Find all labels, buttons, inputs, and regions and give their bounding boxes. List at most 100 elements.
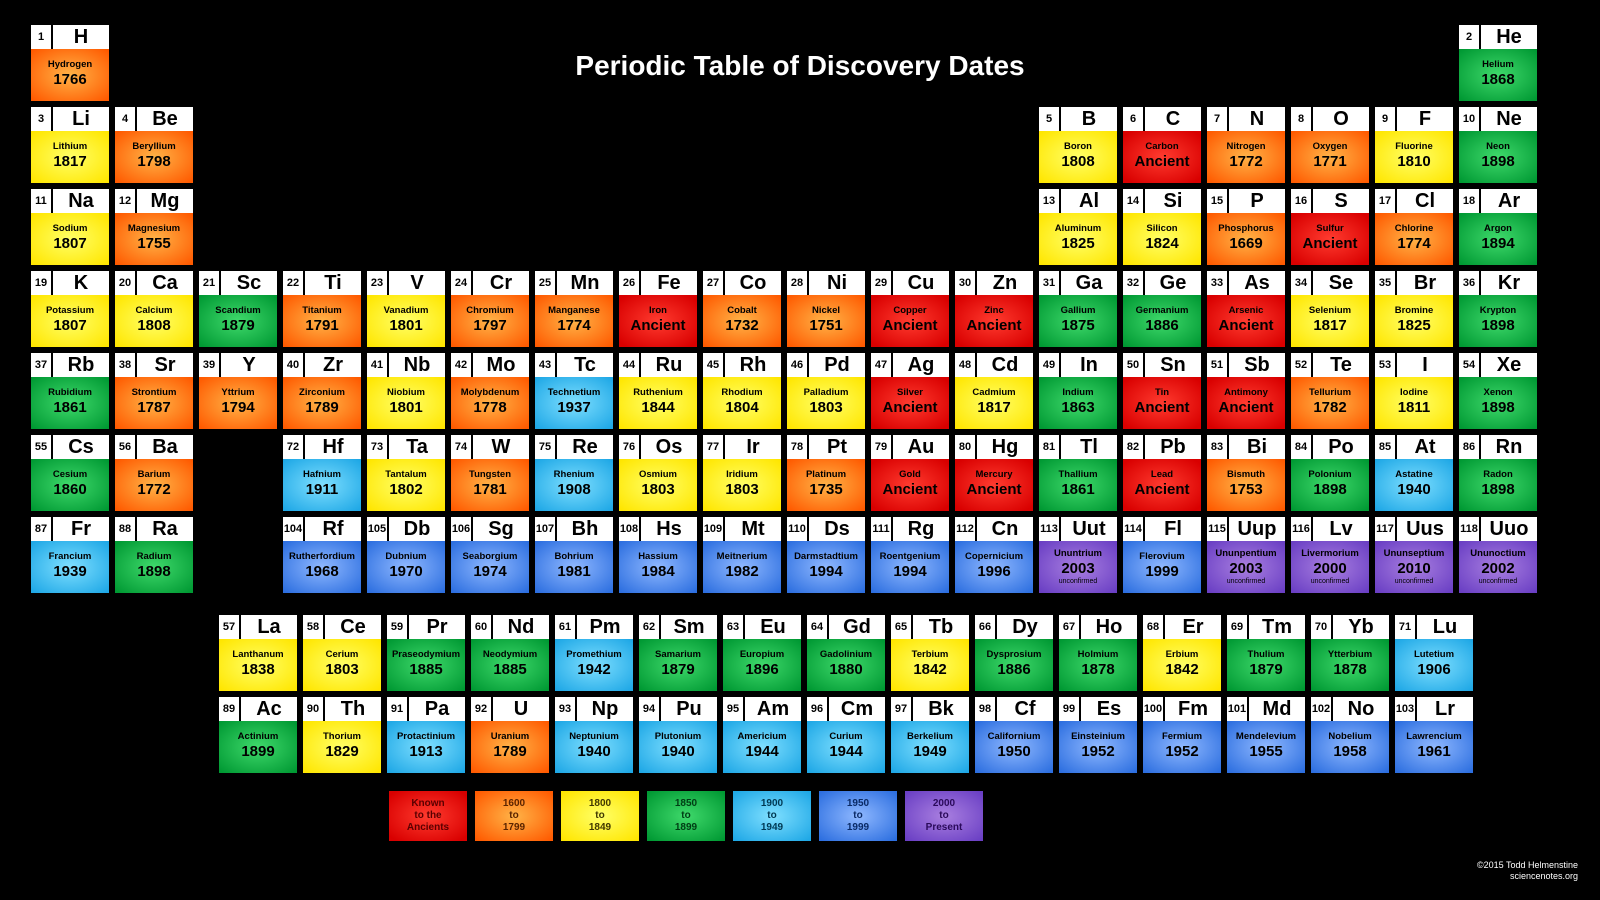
element-symbol: H [53,25,109,49]
element-header: 86Rn [1459,435,1537,459]
element-name: Seaborgium [463,552,518,562]
element-cell: 74WTungsten1781 [450,434,530,512]
element-cell: 84PoPolonium1898 [1290,434,1370,512]
element-name: Germanium [1136,306,1189,316]
element-cell: 105DbDubnium1970 [366,516,446,594]
element-body: Silicon1824 [1123,213,1201,265]
element-cell: 1HHydrogen1766 [30,24,110,102]
element-cell: 112CnCopernicium1996 [954,516,1034,594]
element-name: Samarium [655,650,701,660]
element-header: 79Au [871,435,949,459]
element-name: Ununtrium [1054,549,1102,559]
element-header: 4Be [115,107,193,131]
element-year: 1940 [577,742,610,762]
element-body: Ununoctium2002unconfirmed [1459,541,1537,593]
element-note: unconfirmed [1395,578,1434,585]
atomic-number: 68 [1143,615,1165,639]
element-cell: 25MnManganese1774 [534,270,614,348]
element-year: 1778 [473,398,506,418]
element-header: 22Ti [283,271,361,295]
element-header: 38Sr [115,353,193,377]
element-body: Europium1896 [723,639,801,691]
element-header: 115Uup [1207,517,1285,541]
element-cell: 39YYttrium1794 [198,352,278,430]
element-header: 113Uut [1039,517,1117,541]
element-name: Niobium [387,388,425,398]
element-name: Silver [897,388,923,398]
element-cell: 36KrKrypton1898 [1458,270,1538,348]
element-year: 1984 [641,562,674,582]
element-header: 56Ba [115,435,193,459]
element-body: Germanium1886 [1123,295,1201,347]
element-year: 1898 [1313,480,1346,500]
element-body: Ununtrium2003unconfirmed [1039,541,1117,593]
atomic-number: 80 [955,435,977,459]
element-cell: 86RnRadon1898 [1458,434,1538,512]
element-year: 1803 [809,398,842,418]
element-symbol: Br [1397,271,1453,295]
element-name: Palladium [804,388,849,398]
element-year: 2010 [1397,559,1430,579]
periodic-table-fblock: 57LaLanthanum183858CeCerium180359PrPrase… [218,614,1474,774]
element-header: 98Cf [975,697,1053,721]
element-symbol: Y [221,353,277,377]
element-header: 58Ce [303,615,381,639]
element-header: 31Ga [1039,271,1117,295]
element-cell: 81TlThallium1861 [1038,434,1118,512]
element-symbol: Pa [409,697,465,721]
element-body: Hydrogen1766 [31,49,109,101]
element-symbol: Sb [1229,353,1285,377]
atomic-number: 66 [975,615,997,639]
element-header: 11Na [31,189,109,213]
element-body: Dubnium1970 [367,541,445,593]
element-year: Ancient [1218,316,1273,336]
element-name: Gallium [1061,306,1096,316]
element-year: 1817 [53,152,86,172]
atomic-number: 113 [1039,517,1061,541]
element-year: 1781 [473,480,506,500]
element-symbol: Mo [473,353,529,377]
legend-line: 1999 [847,822,869,834]
element-year: 1961 [1417,742,1450,762]
element-symbol: Np [577,697,633,721]
atomic-number: 114 [1123,517,1145,541]
legend-item: 1950to1999 [818,790,898,842]
element-cell: 95AmAmericium1944 [722,696,802,774]
element-symbol: Ag [893,353,949,377]
element-cell: 59PrPraseodymium1885 [386,614,466,692]
element-symbol: Bi [1229,435,1285,459]
element-cell: 52TeTellurium1782 [1290,352,1370,430]
atomic-number: 107 [535,517,557,541]
element-cell: 115UupUnunpentium2003unconfirmed [1206,516,1286,594]
element-symbol: Bk [913,697,969,721]
element-body: Ununseptium2010unconfirmed [1375,541,1453,593]
element-name: Copper [893,306,926,316]
element-body: Yttrium1794 [199,377,277,429]
element-body: Dysprosium1886 [975,639,1053,691]
atomic-number: 64 [807,615,829,639]
element-header: 45Rh [703,353,781,377]
element-name: Dubnium [385,552,426,562]
element-year: 1898 [137,562,170,582]
atomic-number: 83 [1207,435,1229,459]
element-year: 1807 [53,234,86,254]
element-body: Lithium1817 [31,131,109,183]
element-name: Lutetium [1414,650,1454,660]
element-symbol: Co [725,271,781,295]
element-year: 1803 [325,660,358,680]
element-cell: 93NpNeptunium1940 [554,696,634,774]
element-name: Aluminum [1055,224,1101,234]
element-header: 73Ta [367,435,445,459]
atomic-number: 105 [367,517,389,541]
element-symbol: Ta [389,435,445,459]
element-header: 23V [367,271,445,295]
element-name: Ytterbium [1328,650,1372,660]
element-body: ArsenicAncient [1207,295,1285,347]
element-name: Argon [1484,224,1512,234]
element-cell: 85AtAstatine1940 [1374,434,1454,512]
element-year: 1880 [829,660,862,680]
element-symbol: He [1481,25,1537,49]
element-symbol: Cs [53,435,109,459]
element-header: 54Xe [1459,353,1537,377]
atomic-number: 34 [1291,271,1313,295]
